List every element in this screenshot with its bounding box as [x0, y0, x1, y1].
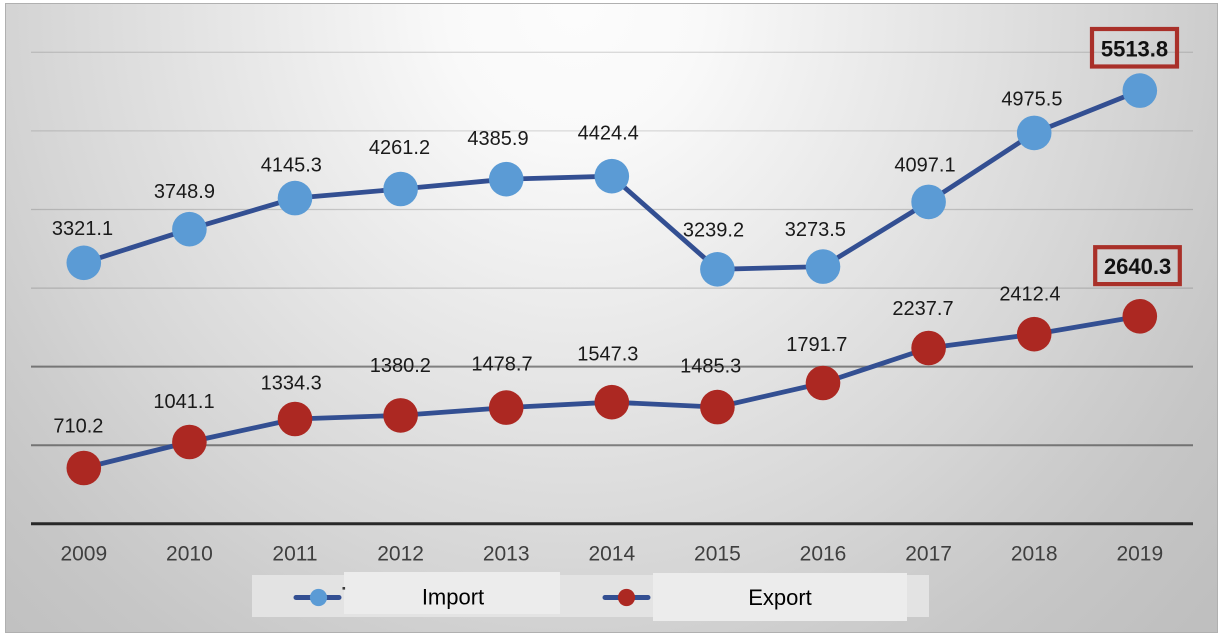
svg-text:4424.4: 4424.4: [578, 122, 639, 144]
svg-text:3239.2: 3239.2: [683, 219, 744, 241]
svg-text:3273.5: 3273.5: [785, 219, 846, 241]
svg-text:1485.3: 1485.3: [680, 355, 741, 377]
svg-text:4385.9: 4385.9: [467, 128, 528, 150]
svg-text:2019: 2019: [1116, 543, 1163, 566]
svg-text:2013: 2013: [483, 543, 530, 566]
svg-text:1334.3: 1334.3: [261, 373, 322, 395]
svg-text:2015: 2015: [694, 543, 741, 566]
svg-text:2237.7: 2237.7: [892, 298, 953, 320]
svg-text:2017: 2017: [905, 543, 952, 566]
svg-text:2016: 2016: [800, 543, 847, 566]
svg-text:2010: 2010: [166, 543, 213, 566]
svg-text:2009: 2009: [60, 543, 107, 566]
svg-text:2011: 2011: [272, 543, 317, 566]
svg-text:Export: Export: [748, 585, 812, 610]
svg-text:2018: 2018: [1011, 543, 1058, 566]
svg-text:1791.7: 1791.7: [786, 334, 847, 356]
svg-text:1380.2: 1380.2: [370, 355, 431, 377]
svg-text:2640.3: 2640.3: [1104, 254, 1171, 279]
svg-text:3321.1: 3321.1: [52, 218, 113, 240]
svg-text:1041.1: 1041.1: [153, 391, 214, 413]
svg-text:1547.3: 1547.3: [577, 344, 638, 366]
svg-text:4097.1: 4097.1: [894, 154, 955, 176]
svg-text:5513.8: 5513.8: [1101, 36, 1168, 61]
svg-text:Import: Import: [422, 585, 484, 610]
svg-text:2012: 2012: [377, 543, 424, 566]
svg-text:1478.7: 1478.7: [471, 353, 532, 375]
svg-text:710.2: 710.2: [53, 415, 103, 437]
svg-text:2014: 2014: [588, 543, 635, 566]
svg-text:3748.9: 3748.9: [154, 181, 215, 203]
svg-text:2412.4: 2412.4: [999, 283, 1060, 305]
svg-text:4145.3: 4145.3: [261, 155, 322, 177]
svg-text:4975.5: 4975.5: [1001, 88, 1062, 110]
svg-text:4261.2: 4261.2: [369, 137, 430, 159]
